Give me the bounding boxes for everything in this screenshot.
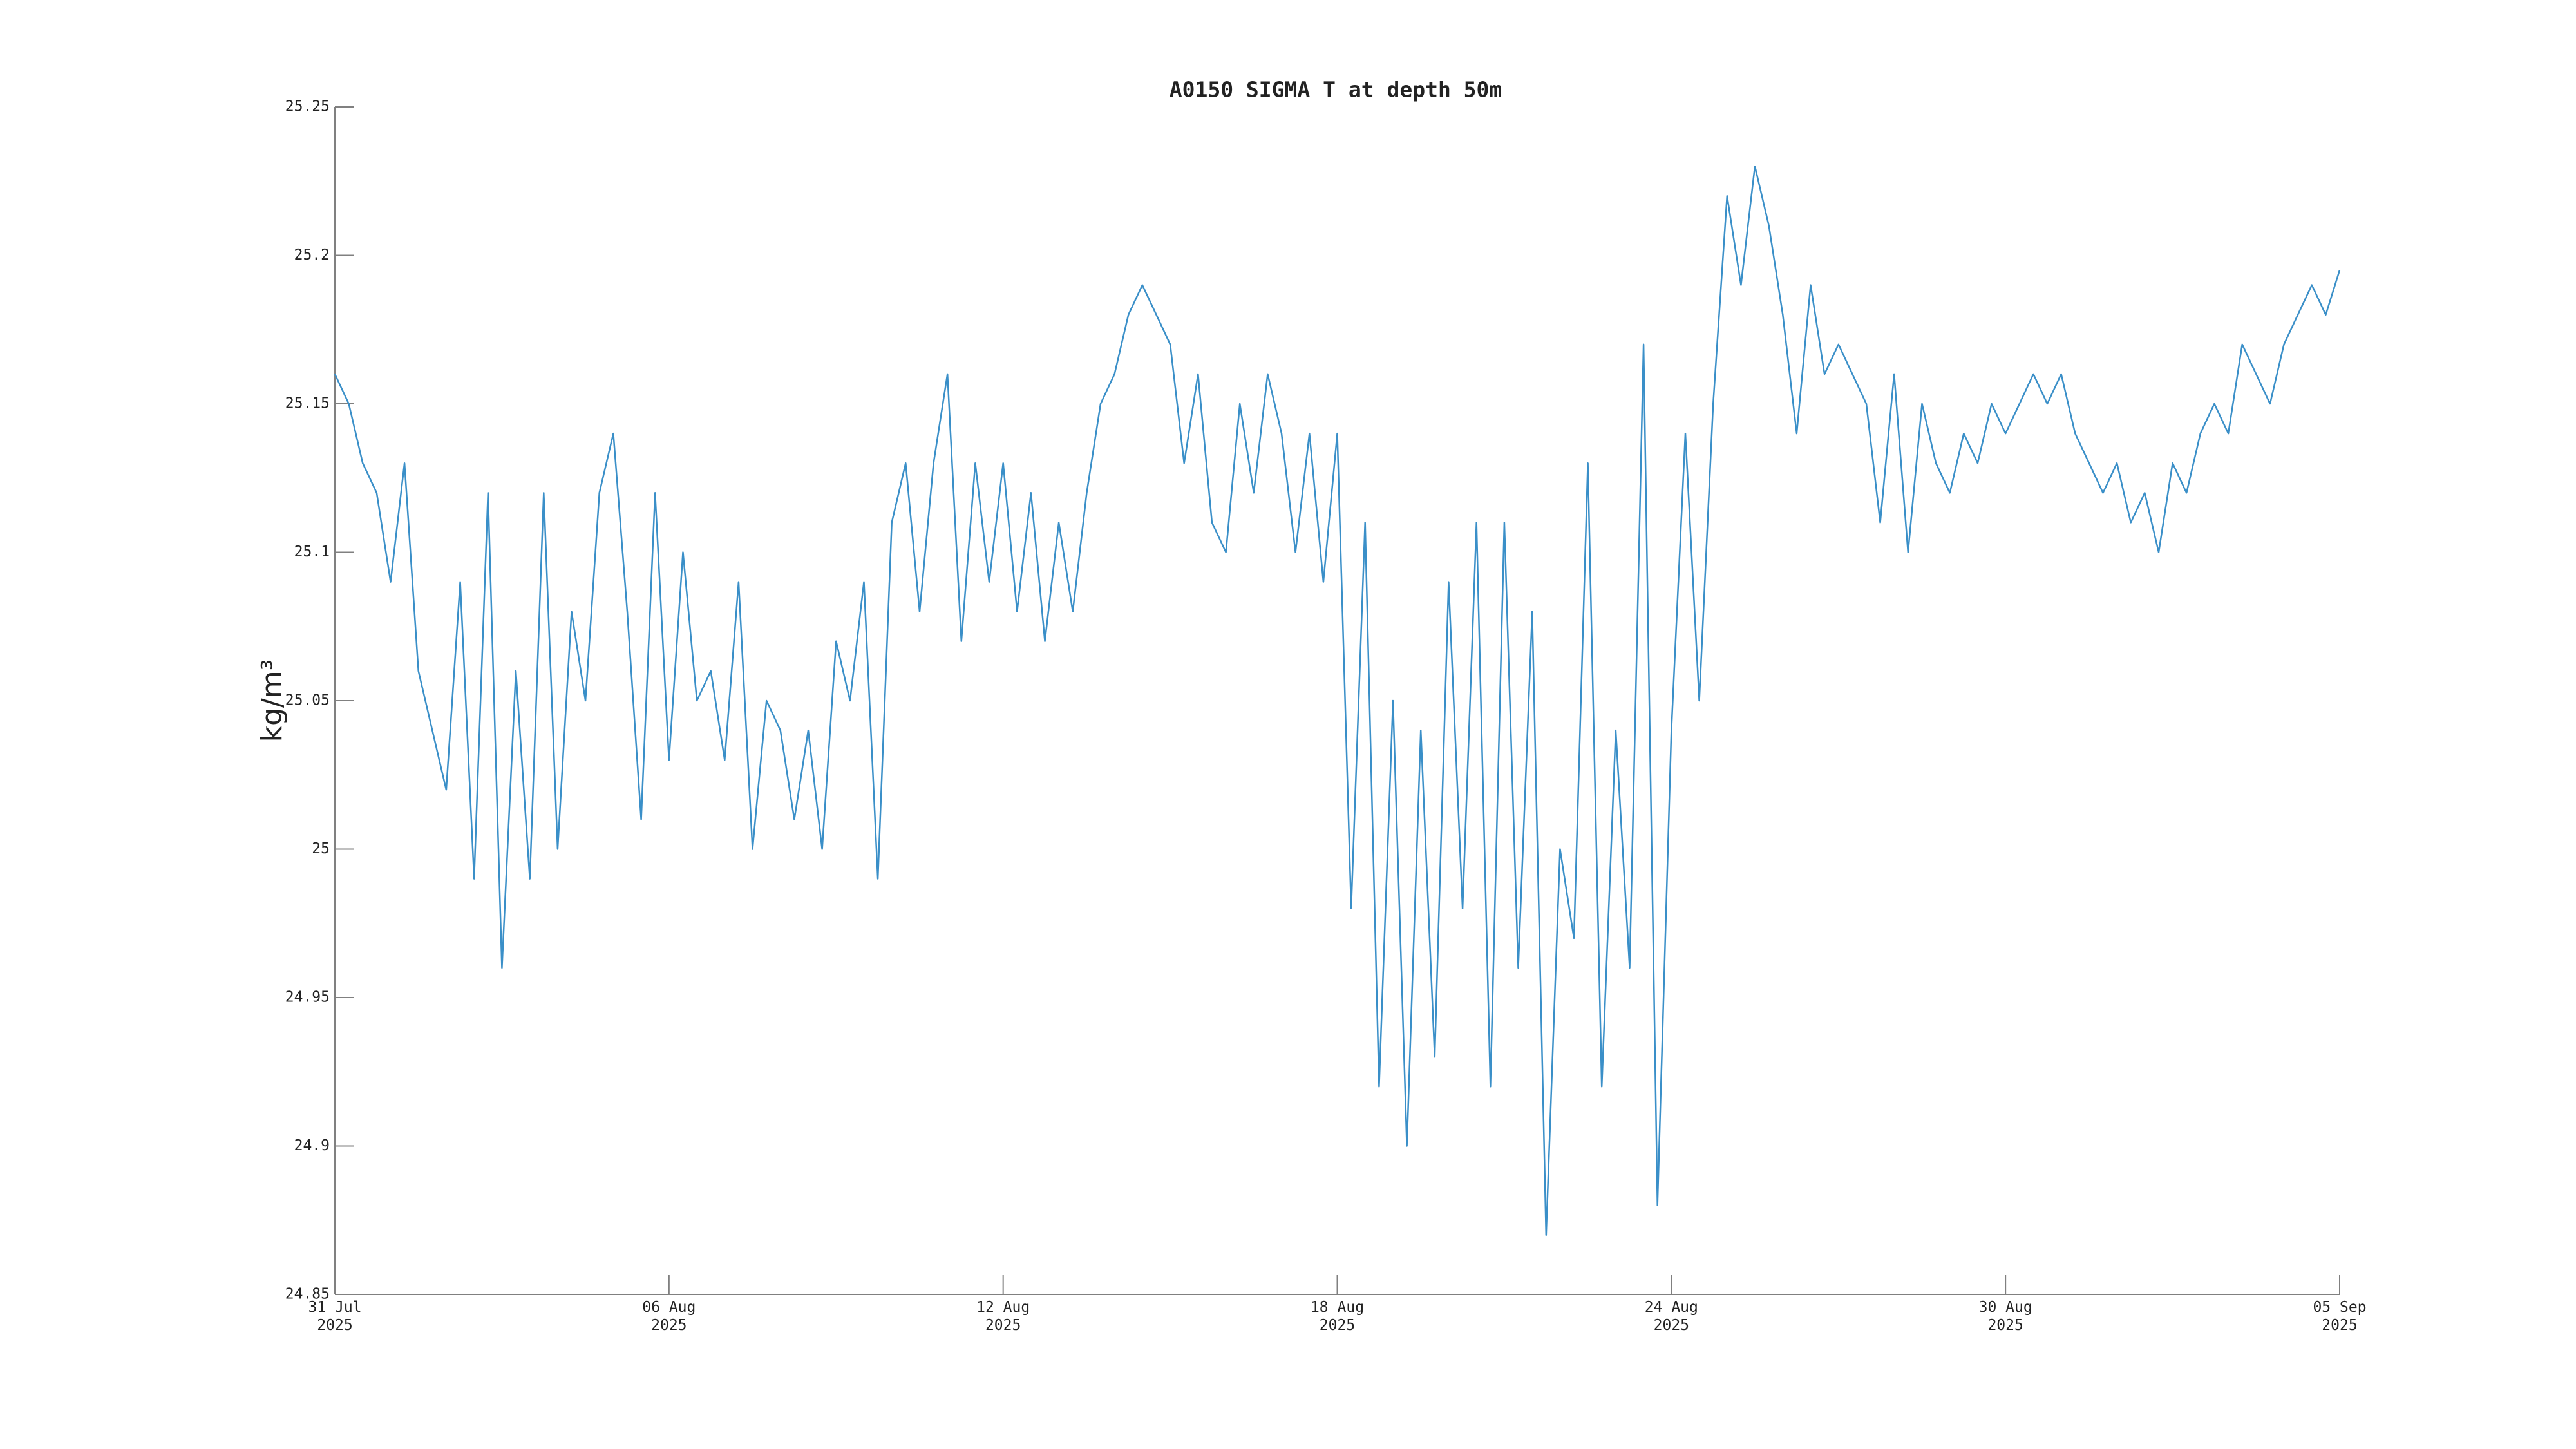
y-tick-label: 25.05	[285, 692, 330, 709]
y-tick-label: 25.1	[294, 544, 330, 560]
x-tick-label: 24 Aug 2025	[1644, 1299, 1698, 1334]
y-tick-label: 25.25	[285, 99, 330, 115]
y-tick-label: 25.15	[285, 395, 330, 412]
y-axis-label: kg/m³	[256, 659, 289, 743]
y-tick-label: 25.2	[294, 247, 330, 263]
x-tick-label: 30 Aug 2025	[1978, 1299, 2032, 1334]
y-tick-label: 24.85	[285, 1286, 330, 1303]
x-tick-label: 31 Jul 2025	[308, 1299, 362, 1334]
data-line	[334, 165, 2341, 1236]
chart-title: A0150 SIGMA T at depth 50m	[1170, 77, 1502, 102]
y-tick-label: 24.9	[294, 1137, 330, 1154]
y-tick-label: 24.95	[285, 989, 330, 1006]
x-tick-label: 12 Aug 2025	[976, 1299, 1030, 1334]
x-tick-label: 05 Sep 2025	[2313, 1299, 2367, 1334]
x-tick-label: 06 Aug 2025	[642, 1299, 696, 1334]
y-tick-label: 25	[312, 840, 330, 857]
x-tick-label: 18 Aug 2025	[1310, 1299, 1365, 1334]
